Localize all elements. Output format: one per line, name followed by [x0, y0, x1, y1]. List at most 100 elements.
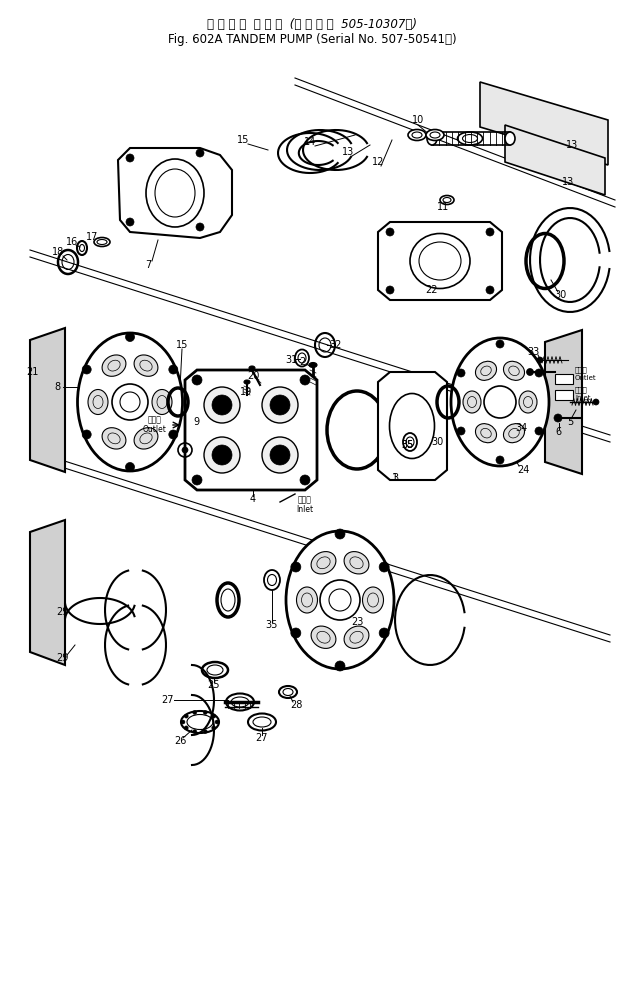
Circle shape: [126, 154, 134, 162]
Text: 10: 10: [412, 115, 424, 125]
Text: 4: 4: [250, 494, 256, 504]
Ellipse shape: [309, 362, 317, 367]
Polygon shape: [378, 222, 502, 300]
Circle shape: [82, 365, 91, 374]
Circle shape: [196, 223, 204, 231]
Polygon shape: [378, 372, 447, 480]
Circle shape: [215, 720, 219, 724]
Polygon shape: [505, 125, 605, 195]
Ellipse shape: [311, 551, 336, 574]
Text: 1: 1: [392, 473, 398, 483]
Polygon shape: [555, 374, 573, 384]
Circle shape: [270, 445, 290, 465]
Text: Outlet: Outlet: [575, 375, 597, 381]
Text: 30: 30: [431, 437, 443, 447]
Ellipse shape: [410, 234, 470, 288]
Circle shape: [212, 714, 216, 718]
Circle shape: [169, 365, 177, 374]
Text: 吸込口: 吸込口: [575, 387, 587, 393]
Circle shape: [386, 228, 394, 236]
Circle shape: [496, 340, 504, 348]
Ellipse shape: [389, 393, 434, 458]
Ellipse shape: [537, 357, 543, 363]
Text: 27: 27: [162, 695, 174, 705]
Text: 22: 22: [426, 285, 438, 295]
Text: 15: 15: [176, 340, 188, 350]
Ellipse shape: [476, 424, 496, 443]
Text: 13: 13: [566, 140, 578, 150]
Circle shape: [204, 437, 240, 473]
Ellipse shape: [344, 551, 369, 574]
Text: 吐出口: 吐出口: [148, 416, 162, 425]
Text: 23: 23: [351, 617, 363, 627]
Ellipse shape: [593, 399, 599, 405]
Text: 28: 28: [290, 700, 302, 710]
Circle shape: [126, 218, 134, 226]
Circle shape: [192, 375, 202, 385]
Circle shape: [262, 387, 298, 423]
Text: Inlet: Inlet: [575, 395, 591, 401]
Text: 31: 31: [285, 355, 297, 365]
Text: 7: 7: [145, 260, 151, 270]
Text: 18: 18: [52, 247, 64, 257]
Ellipse shape: [554, 414, 562, 422]
Circle shape: [126, 462, 134, 471]
Ellipse shape: [134, 428, 158, 449]
Circle shape: [379, 562, 389, 572]
Text: 33: 33: [527, 347, 539, 357]
Ellipse shape: [504, 424, 524, 443]
Ellipse shape: [78, 333, 182, 471]
Text: 24: 24: [517, 465, 529, 475]
Ellipse shape: [519, 391, 537, 413]
Polygon shape: [545, 330, 582, 474]
Circle shape: [457, 369, 465, 377]
Text: 5: 5: [567, 417, 573, 427]
Circle shape: [320, 580, 360, 620]
Text: 12: 12: [372, 157, 384, 167]
Text: Inlet: Inlet: [296, 505, 314, 514]
Circle shape: [457, 427, 465, 435]
Polygon shape: [30, 520, 65, 665]
Text: 16: 16: [66, 237, 78, 247]
Circle shape: [196, 149, 204, 157]
Circle shape: [192, 475, 202, 485]
Text: タ ン デ ム  ポ ン プ  (適 用 号 機  505-10307～): タ ン デ ム ポ ン プ (適 用 号 機 505-10307～): [207, 19, 417, 32]
Text: 13: 13: [562, 177, 574, 187]
Circle shape: [203, 730, 208, 734]
Circle shape: [192, 711, 197, 715]
Circle shape: [112, 384, 148, 420]
Ellipse shape: [88, 389, 108, 415]
Ellipse shape: [458, 132, 482, 145]
Ellipse shape: [451, 338, 549, 466]
Circle shape: [535, 369, 543, 377]
Ellipse shape: [102, 428, 126, 449]
Text: 2: 2: [299, 357, 305, 367]
Text: 27: 27: [256, 733, 268, 743]
Ellipse shape: [286, 531, 394, 669]
Polygon shape: [118, 148, 232, 238]
Circle shape: [262, 437, 298, 473]
Text: 3: 3: [392, 473, 398, 483]
Ellipse shape: [362, 587, 384, 613]
Circle shape: [126, 333, 134, 342]
Circle shape: [212, 726, 216, 730]
Circle shape: [204, 387, 240, 423]
Text: 35: 35: [402, 440, 414, 450]
Text: 35: 35: [402, 440, 414, 450]
Text: 吸込口: 吸込口: [298, 496, 312, 505]
Ellipse shape: [244, 380, 250, 384]
Text: 35: 35: [266, 620, 278, 630]
Ellipse shape: [504, 361, 524, 380]
Polygon shape: [185, 370, 317, 490]
Text: 11: 11: [437, 202, 449, 212]
Circle shape: [212, 445, 232, 465]
Polygon shape: [555, 390, 573, 400]
Text: Fig. 602A TANDEM PUMP (Serial No. 507-50541～): Fig. 602A TANDEM PUMP (Serial No. 507-50…: [168, 34, 456, 47]
Circle shape: [291, 628, 301, 638]
Circle shape: [535, 427, 543, 435]
Circle shape: [496, 456, 504, 464]
Text: 17: 17: [86, 232, 98, 242]
Text: 21: 21: [26, 367, 38, 377]
Text: 8: 8: [54, 382, 60, 392]
Circle shape: [486, 228, 494, 236]
